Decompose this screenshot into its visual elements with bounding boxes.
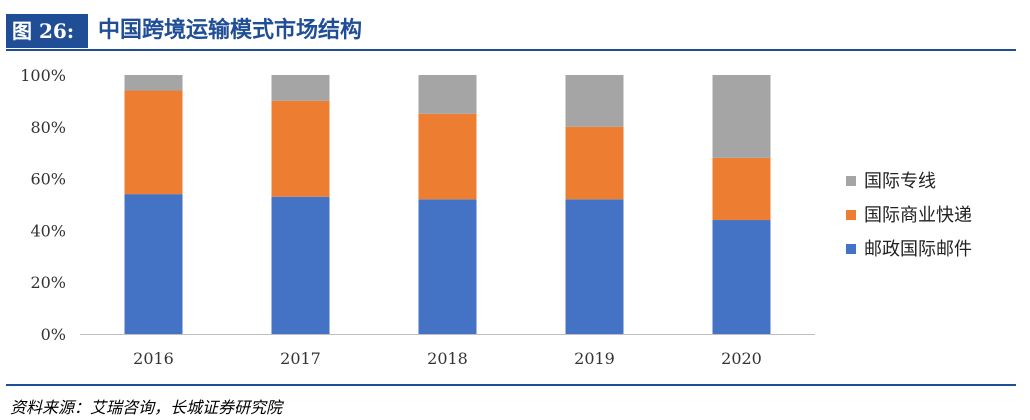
legend-swatch [846,244,856,254]
legend-label: 国际商业快递 [864,205,972,226]
bar-segment-2017-s0 [271,196,330,334]
x-axis: 2016 2017 2018 2019 2020 [133,349,762,368]
x-tick-label: 2016 [133,349,174,368]
bar-segment-2020-s1 [712,157,771,221]
y-tick-label: 100% [20,66,66,85]
legend-swatch [846,176,856,186]
bar-segment-2019-s2 [565,75,624,127]
y-axis: 0% 20% 40% 60% 80% 100% [20,66,66,344]
bar-segment-2018-s2 [418,75,477,114]
bar-segment-2016-s2 [124,75,183,91]
bar-segment-2019-s0 [565,199,624,334]
bar-segment-2016-s1 [124,90,183,195]
x-tick-label: 2020 [721,349,762,368]
bar-segment-2018-s0 [418,199,477,334]
header-divider [6,49,1016,51]
bars [124,75,771,334]
figure-title: 中国跨境运输模式市场结构 [98,18,363,43]
bar-segment-2017-s2 [271,75,330,101]
x-tick-label: 2017 [280,349,321,368]
source-note: 资料来源：艾瑞咨询，长城证券研究院 [10,398,283,417]
figure-header: 图 26: 中国跨境运输模式市场结构 [6,14,1016,48]
y-tick-label: 60% [30,170,66,189]
y-tick-label: 20% [30,273,66,292]
legend-swatch [846,210,856,220]
bar-segment-2016-s0 [124,194,183,334]
bar-segment-2020-s2 [712,75,771,158]
x-tick-label: 2018 [427,349,468,368]
y-tick-label: 0% [41,325,66,344]
y-tick-label: 40% [30,221,66,240]
legend-label: 国际专线 [864,171,936,192]
footer-divider [6,384,1016,386]
x-tick-label: 2019 [574,349,615,368]
bar-segment-2019-s1 [565,126,624,200]
legend-label: 邮政国际邮件 [864,239,972,260]
bar-segment-2020-s0 [712,220,771,334]
figure-number: 图 26: [6,14,88,48]
y-tick-label: 80% [30,118,66,137]
bar-segment-2018-s1 [418,113,477,200]
bar-segment-2017-s1 [271,100,330,197]
